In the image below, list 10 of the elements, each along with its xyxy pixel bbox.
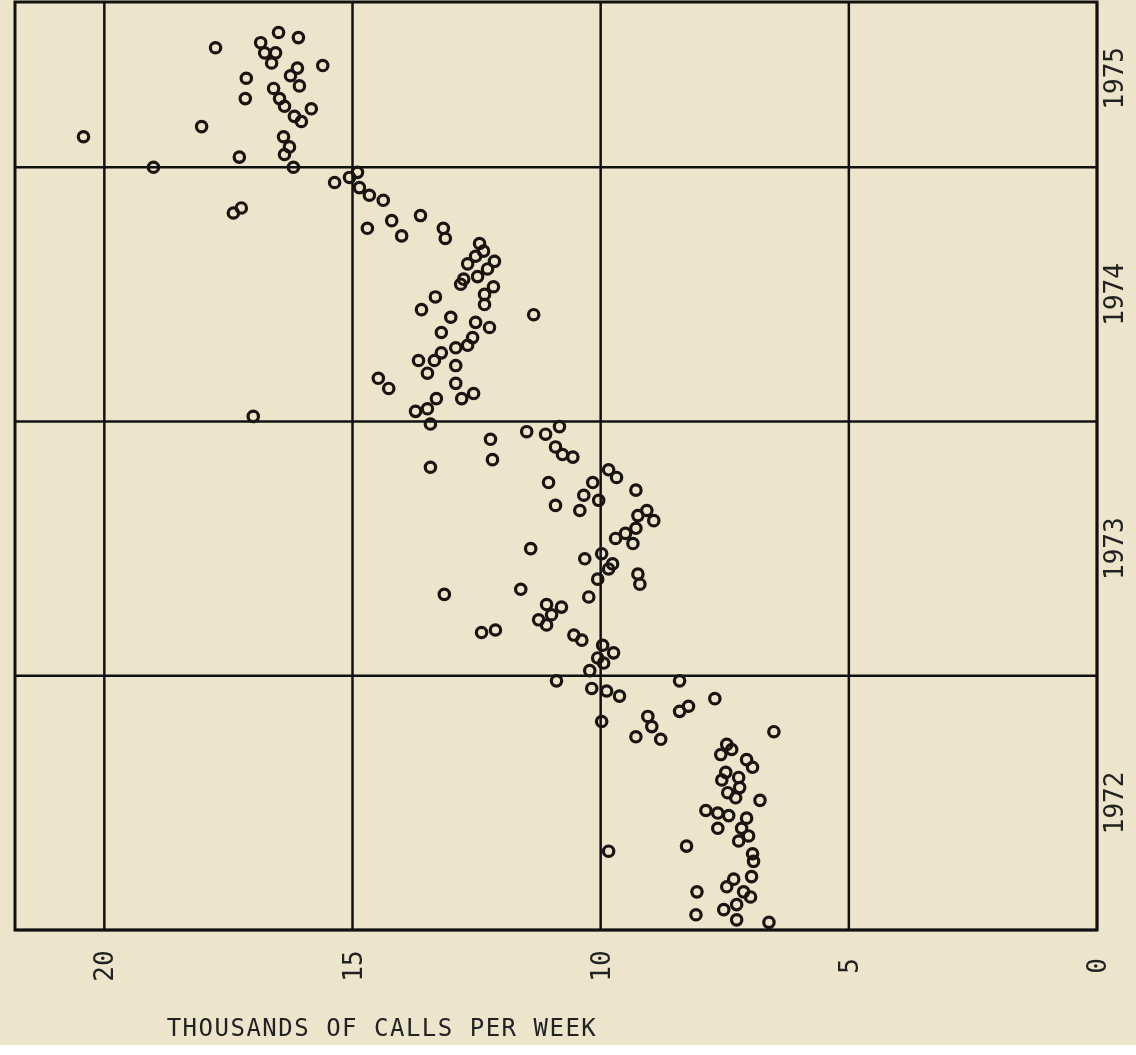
x-tick-label: 20 bbox=[89, 950, 120, 982]
y-tick-label: 1974 bbox=[1099, 263, 1129, 326]
x-tick-label: 0 bbox=[1082, 958, 1112, 974]
x-tick-label: 10 bbox=[585, 950, 616, 982]
y-tick-label: 1975 bbox=[1099, 46, 1129, 110]
y-tick-label: 1972 bbox=[1099, 771, 1129, 835]
x-tick-label: 15 bbox=[337, 950, 368, 982]
x-axis-title: THOUSANDS OF CALLS PER WEEK bbox=[166, 1014, 598, 1042]
x-tick-label: 5 bbox=[833, 958, 864, 974]
y-tick-label: 1973 bbox=[1099, 517, 1129, 580]
